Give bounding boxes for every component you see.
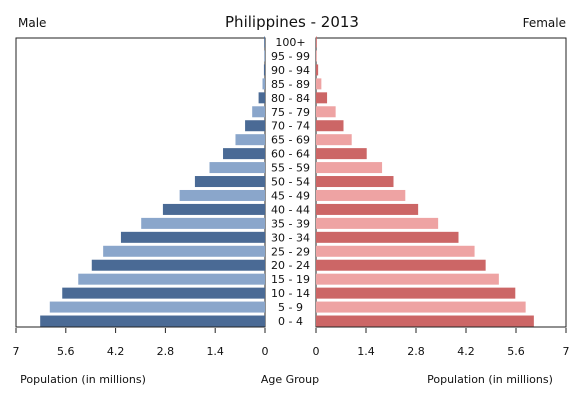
age-group-label: 0 - 4 [278,315,303,328]
x-axis-label-center: Age Group [261,373,319,386]
male-bar [258,92,265,104]
x-axis-label-right: Population (in millions) [427,373,553,386]
male-label: Male [18,16,46,30]
male-bar [91,259,266,271]
age-group-label: 10 - 14 [271,287,310,300]
female-bar [316,231,459,243]
x-tick-label: 4.2 [107,345,125,358]
age-group-label: 25 - 29 [271,245,310,258]
female-bar [316,64,319,76]
male-bar [264,36,265,48]
female-bar [316,217,439,229]
female-bar [316,50,317,62]
female-bar [316,92,328,104]
male-bars [40,36,266,327]
female-bar [316,203,419,215]
age-group-label: 90 - 94 [271,64,310,77]
x-tick-label: 0 [262,345,269,358]
age-group-label: 60 - 64 [271,148,310,161]
male-bar [162,203,265,215]
age-group-label: 75 - 79 [271,106,310,119]
x-tick-label: 2.8 [407,345,425,358]
male-bar [179,189,265,201]
age-group-label: 40 - 44 [271,203,310,216]
chart-title: Philippines - 2013 [225,13,359,31]
male-bar [40,315,265,327]
female-bar [316,315,534,327]
age-group-label: 95 - 99 [271,50,310,63]
age-group-label: 80 - 84 [271,92,310,105]
x-axis-ticks: 7 5.6 4.2 2.8 1.4 0 0 1.4 2.8 4.2 5.6 7 [13,328,570,358]
age-group-label: 5 - 9 [278,301,303,314]
female-bar [316,106,336,118]
age-group-label: 85 - 89 [271,78,310,91]
male-bar [245,120,265,132]
x-tick-label: 0 [313,345,320,358]
male-bar [223,148,265,160]
female-bar [316,148,367,160]
male-bar [62,287,265,299]
x-tick-label: 5.6 [57,345,75,358]
female-bar [316,134,352,146]
female-bar [316,78,322,90]
male-bar [120,231,265,243]
x-tick-label: 1.4 [206,345,224,358]
x-tick-label: 4.2 [457,345,475,358]
age-group-label: 55 - 59 [271,162,310,175]
female-bar [316,273,499,285]
female-label: Female [523,16,566,30]
male-bar [49,301,265,313]
female-bars [316,36,534,327]
female-bar [316,176,394,188]
x-tick-label: 7 [563,345,570,358]
male-bar [194,176,265,188]
female-bar [316,162,383,174]
male-bar [252,106,265,118]
female-bar [316,245,475,257]
age-group-label: 70 - 74 [271,120,310,133]
x-tick-label: 1.4 [357,345,375,358]
age-group-label: 35 - 39 [271,217,310,230]
x-tick-label: 5.6 [507,345,525,358]
x-axis-label-left: Population (in millions) [20,373,146,386]
age-group-label: 65 - 69 [271,134,310,147]
age-group-label: 20 - 24 [271,259,310,272]
female-bar [316,259,486,271]
male-bar [263,64,265,76]
male-bar [141,217,265,229]
male-bar [264,50,265,62]
age-group-label: 15 - 19 [271,273,310,286]
age-group-label: 45 - 49 [271,189,310,202]
male-bar [103,245,266,257]
x-tick-label: 2.8 [157,345,175,358]
male-bar [78,273,265,285]
age-group-label: 30 - 34 [271,231,310,244]
male-bar [209,162,265,174]
age-group-label: 100+ [275,36,305,49]
female-bar [316,189,406,201]
age-group-label: 50 - 54 [271,176,310,189]
female-bar [316,301,526,313]
x-tick-label: 7 [13,345,20,358]
male-bar [235,134,265,146]
female-bar [316,120,344,132]
male-bar [262,78,265,90]
female-bar [316,36,317,48]
female-bar [316,287,516,299]
